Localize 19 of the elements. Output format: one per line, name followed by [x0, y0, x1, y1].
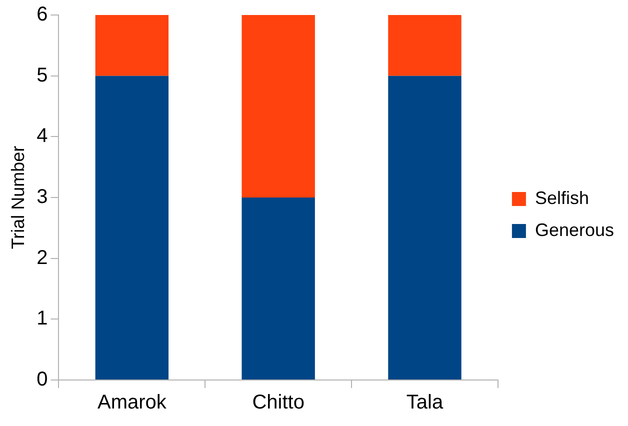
bar	[95, 15, 169, 76]
x-tick-label: Chitto	[252, 392, 304, 414]
bar	[388, 76, 462, 380]
x-tick-label: Amarok	[97, 392, 168, 414]
bar	[242, 15, 315, 198]
legend-label: Selfish	[534, 188, 589, 208]
bar	[242, 198, 315, 380]
x-tick-label: Tala	[406, 392, 444, 414]
bar	[388, 15, 462, 76]
y-tick-label: 1	[36, 308, 48, 330]
y-tick-label: 3	[36, 186, 48, 208]
y-tick-label: 6	[36, 4, 48, 26]
y-tick-label: 5	[36, 64, 48, 86]
y-tick-label: 2	[36, 246, 48, 269]
y-axis-title: Trial Number	[8, 146, 28, 250]
y-tick-label: 4	[36, 125, 48, 148]
y-tick-label: 0	[36, 368, 48, 391]
legend-label: Generous	[534, 220, 614, 240]
bar	[95, 76, 169, 380]
